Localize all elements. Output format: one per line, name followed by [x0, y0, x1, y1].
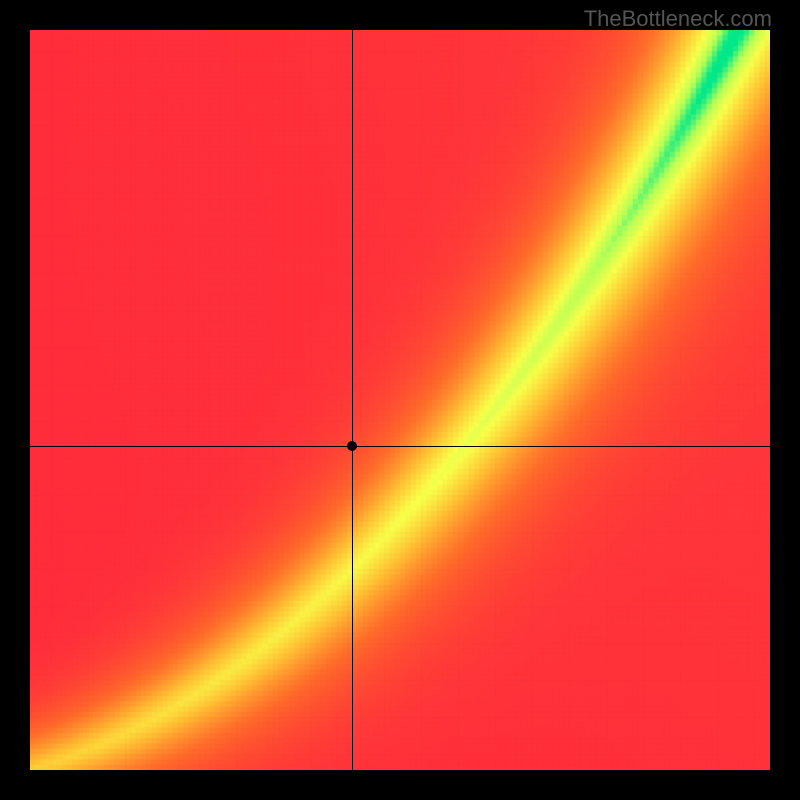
data-point-marker	[347, 441, 357, 451]
crosshair-vertical	[352, 30, 353, 770]
watermark-text: TheBottleneck.com	[584, 6, 772, 32]
plot-area	[30, 30, 770, 770]
heatmap-canvas	[30, 30, 770, 770]
crosshair-horizontal	[30, 446, 770, 447]
